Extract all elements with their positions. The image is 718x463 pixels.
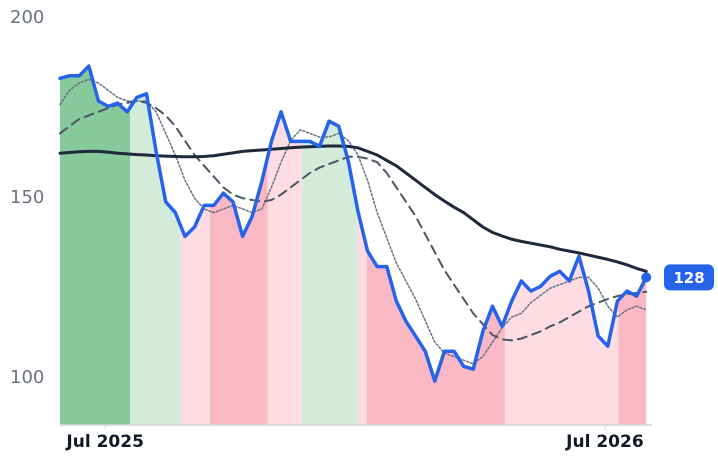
y-tick-label: 200 [10, 7, 44, 28]
band [180, 66, 210, 425]
last-point [641, 272, 652, 283]
band [618, 66, 647, 425]
bands [60, 66, 647, 425]
x-tick-label: Jul 2025 [65, 432, 144, 452]
band [267, 66, 303, 425]
band [209, 66, 268, 425]
band [130, 66, 181, 425]
y-tick-label: 150 [10, 187, 44, 208]
x-tick-label: Jul 2026 [565, 432, 644, 452]
series-line [58, 64, 648, 383]
band [302, 66, 357, 425]
band [356, 66, 367, 425]
band [60, 66, 131, 425]
last-value-label: 128 [673, 269, 704, 287]
band [504, 66, 619, 425]
band [366, 66, 505, 425]
series-line [59, 100, 648, 342]
y-tick-label: 100 [10, 367, 44, 388]
last-value-badge [664, 264, 714, 291]
